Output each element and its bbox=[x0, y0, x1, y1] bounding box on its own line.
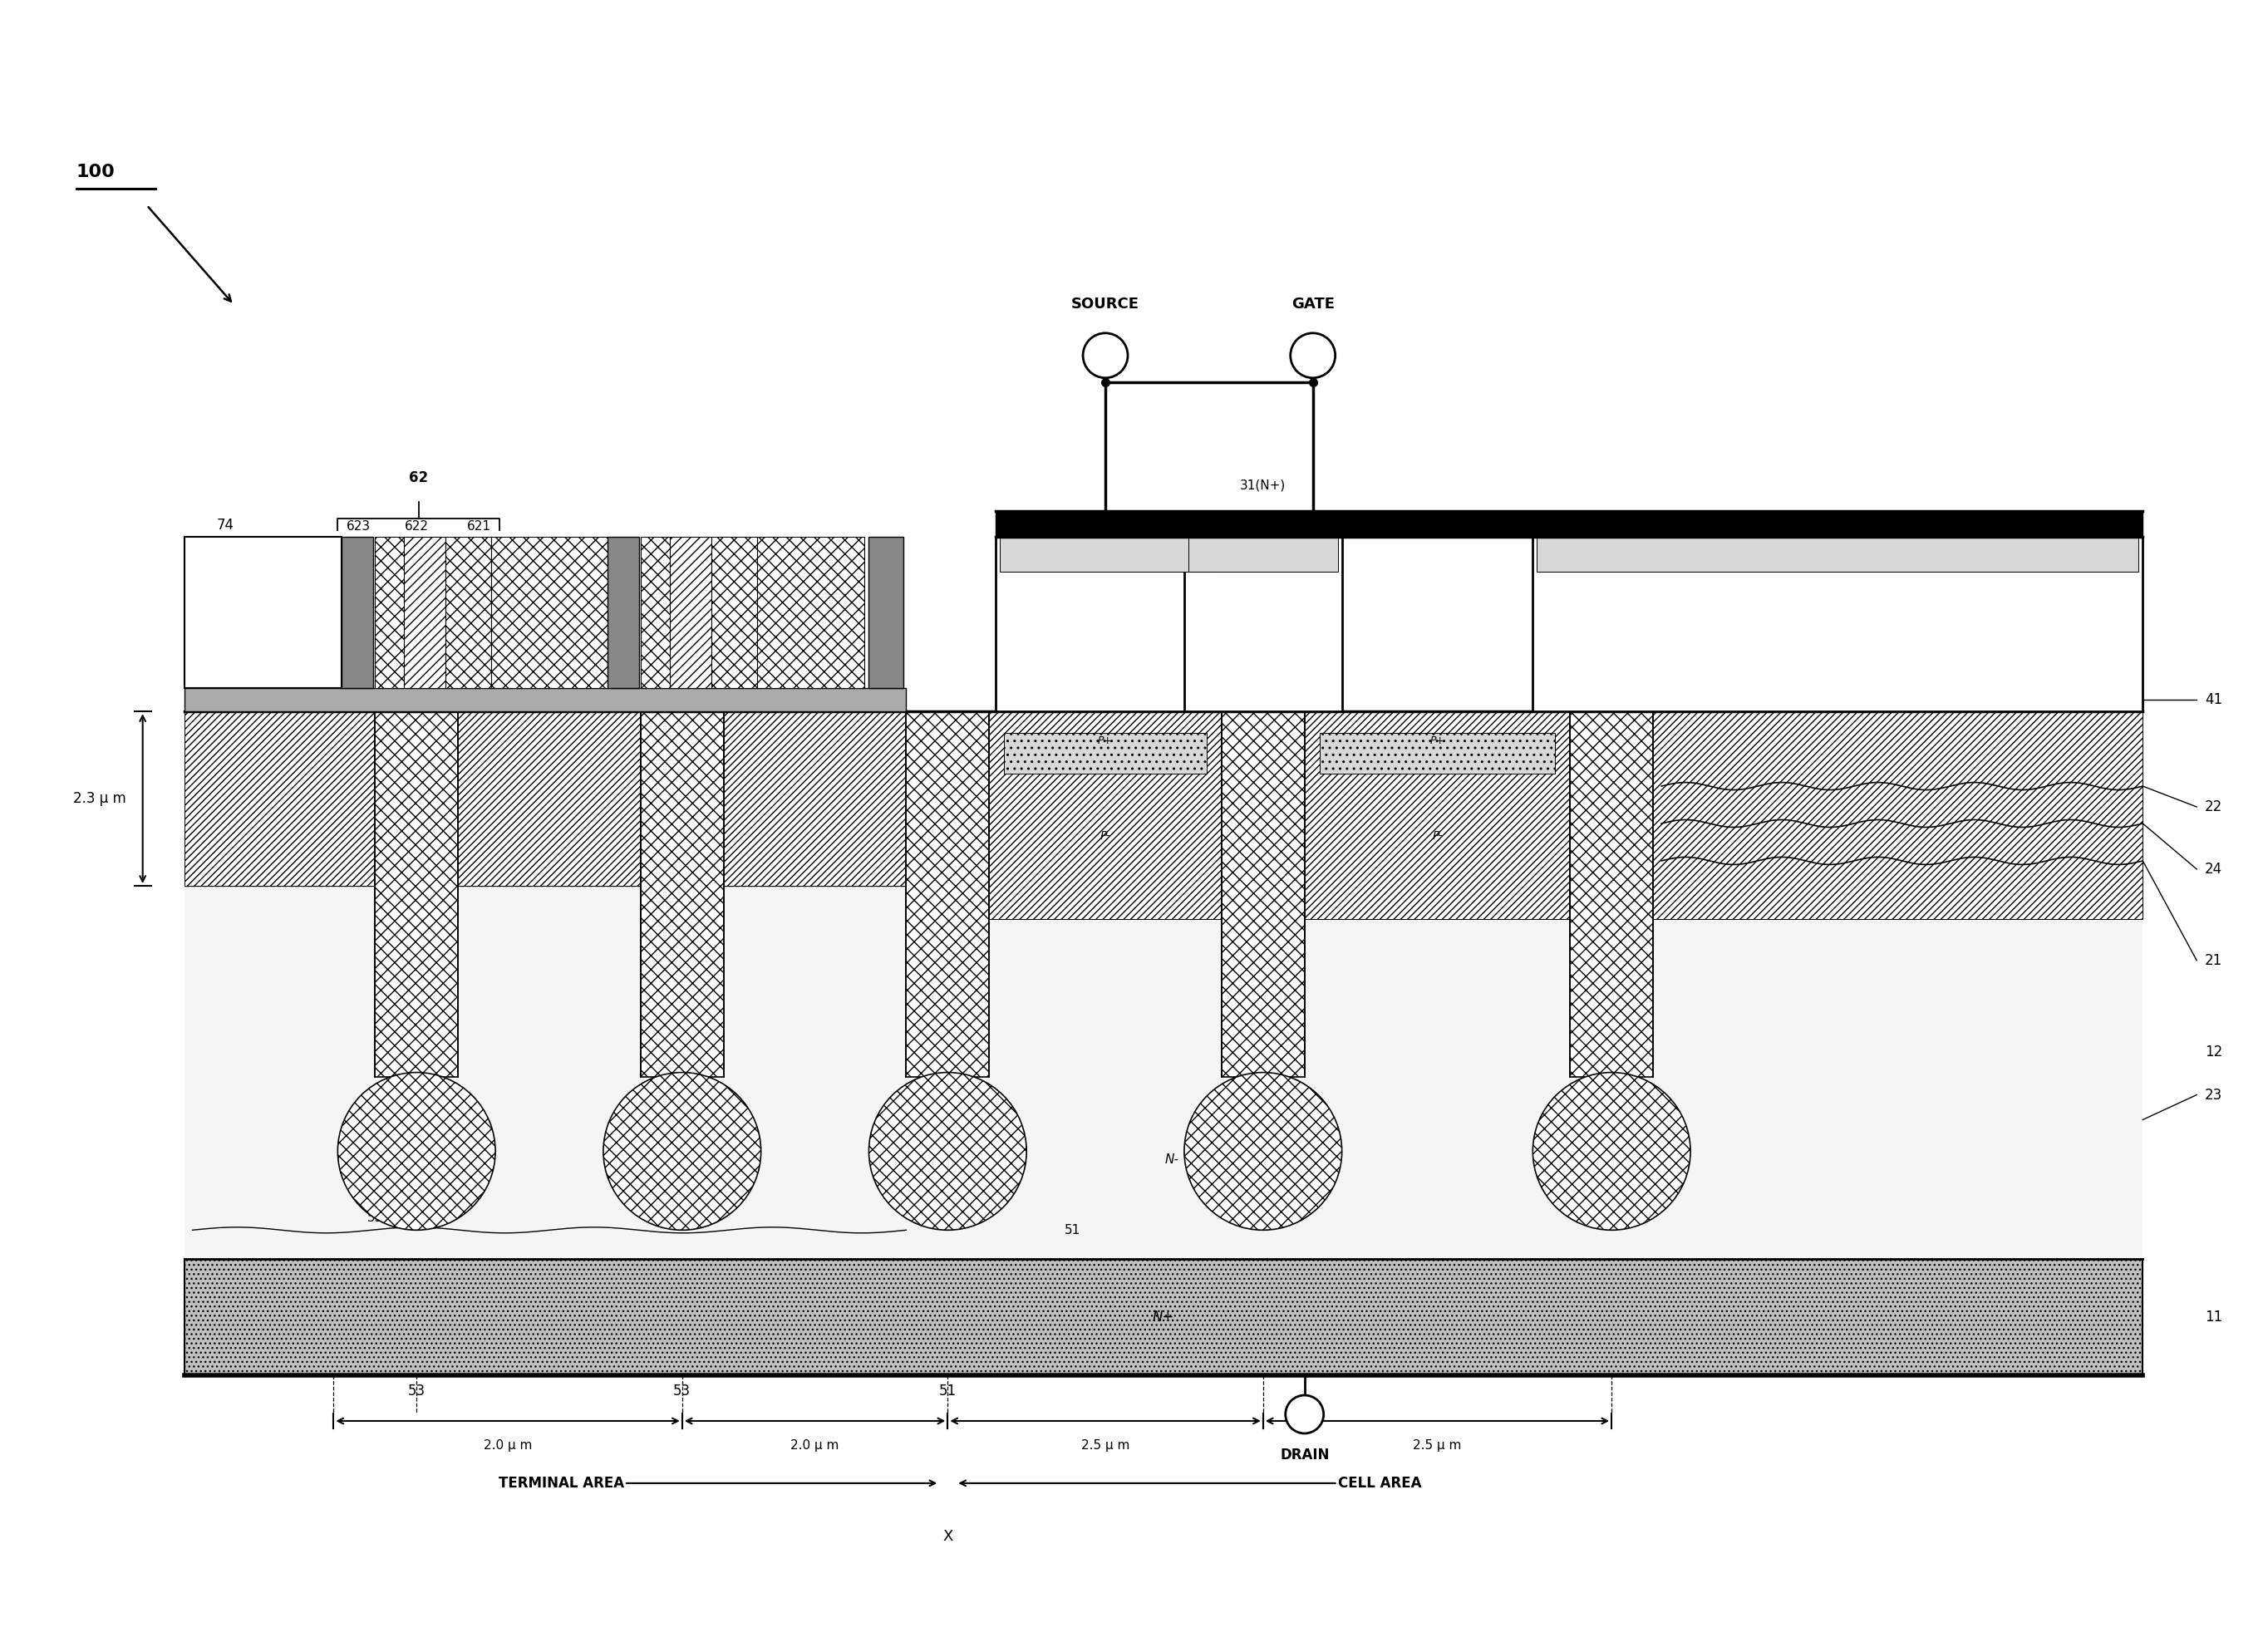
Circle shape bbox=[869, 1072, 1027, 1230]
Bar bbox=[869, 537, 903, 688]
Text: 24: 24 bbox=[2204, 862, 2223, 877]
Bar bbox=[1188, 537, 1338, 571]
Text: 31(N+): 31(N+) bbox=[1846, 517, 1892, 529]
Text: N+: N+ bbox=[1152, 1310, 1175, 1325]
Text: 53: 53 bbox=[674, 1384, 692, 1399]
Bar bbox=[1304, 711, 1569, 920]
Text: 31(N+): 31(N+) bbox=[1241, 479, 1286, 491]
Circle shape bbox=[603, 1072, 762, 1230]
Bar bbox=[1569, 711, 1653, 1077]
Text: 51: 51 bbox=[939, 1384, 957, 1399]
Text: 21: 21 bbox=[2204, 952, 2223, 967]
Bar bbox=[445, 537, 492, 688]
Text: P+: P+ bbox=[1429, 736, 1445, 745]
Text: 53: 53 bbox=[408, 1384, 426, 1399]
Bar bbox=[1222, 711, 1304, 1077]
Bar bbox=[669, 537, 712, 688]
Text: 41: 41 bbox=[2204, 693, 2223, 708]
Text: 31(N+): 31(N+) bbox=[1136, 517, 1182, 529]
Text: GATE: GATE bbox=[1290, 297, 1334, 312]
Text: 2.3 μ m: 2.3 μ m bbox=[73, 791, 127, 806]
Text: P+: P+ bbox=[1098, 736, 1114, 745]
Bar bbox=[907, 711, 989, 1077]
Text: 621: 621 bbox=[467, 521, 490, 534]
Bar bbox=[712, 537, 758, 688]
Bar bbox=[1538, 537, 2139, 571]
Bar bbox=[758, 537, 864, 688]
Bar bbox=[608, 537, 640, 688]
Circle shape bbox=[1290, 333, 1336, 378]
Circle shape bbox=[338, 1072, 494, 1230]
Text: 32: 32 bbox=[1018, 622, 1036, 635]
Text: P-: P- bbox=[1608, 1146, 1617, 1156]
Bar bbox=[184, 688, 907, 711]
Text: P-: P- bbox=[1100, 831, 1111, 842]
Text: 72: 72 bbox=[1041, 519, 1059, 534]
Text: 32: 32 bbox=[1152, 622, 1168, 635]
Bar bbox=[374, 711, 458, 1077]
Bar bbox=[492, 537, 608, 688]
Text: 22: 22 bbox=[2204, 800, 2223, 814]
Text: 62: 62 bbox=[408, 470, 429, 484]
Text: 73: 73 bbox=[848, 568, 864, 583]
Text: 31(N+): 31(N+) bbox=[1093, 517, 1139, 529]
Text: TERMINAL AREA: TERMINAL AREA bbox=[499, 1476, 624, 1491]
Bar bbox=[184, 711, 2143, 1259]
Bar bbox=[989, 711, 1222, 920]
Bar bbox=[1184, 537, 1343, 711]
Bar bbox=[996, 511, 2143, 537]
Text: 2.0 μ m: 2.0 μ m bbox=[792, 1438, 839, 1452]
Text: 2.5 μ m: 2.5 μ m bbox=[1413, 1438, 1461, 1452]
Text: 623: 623 bbox=[347, 521, 370, 534]
Text: 11: 11 bbox=[2204, 1310, 2223, 1325]
Bar bbox=[1653, 711, 2143, 920]
Text: 2.5 μ m: 2.5 μ m bbox=[1082, 1438, 1129, 1452]
Text: DRAIN: DRAIN bbox=[1279, 1448, 1329, 1463]
Bar bbox=[1320, 734, 1556, 773]
Bar bbox=[1000, 537, 1211, 571]
Text: 74: 74 bbox=[218, 519, 234, 534]
Bar bbox=[1533, 537, 2143, 711]
Circle shape bbox=[1533, 1072, 1690, 1230]
Bar bbox=[184, 537, 342, 688]
Text: X: X bbox=[943, 1529, 953, 1543]
Text: 12: 12 bbox=[2204, 1044, 2223, 1059]
Text: 51: 51 bbox=[1064, 1223, 1080, 1236]
Bar bbox=[1005, 734, 1207, 773]
Text: 73: 73 bbox=[304, 589, 322, 606]
Bar bbox=[640, 537, 669, 688]
Text: SOURCE: SOURCE bbox=[1070, 297, 1139, 312]
Circle shape bbox=[1286, 1396, 1325, 1433]
Text: 23: 23 bbox=[2204, 1087, 2223, 1102]
Text: 622: 622 bbox=[404, 521, 429, 534]
Bar bbox=[996, 537, 1216, 711]
Circle shape bbox=[1082, 333, 1127, 378]
Text: 100: 100 bbox=[77, 164, 116, 181]
Bar bbox=[374, 537, 404, 688]
Bar bbox=[342, 537, 374, 688]
Text: P-: P- bbox=[1259, 1146, 1268, 1156]
Circle shape bbox=[1184, 1072, 1343, 1230]
Bar bbox=[404, 537, 445, 688]
Bar bbox=[640, 711, 723, 1077]
Text: 2.0 μ m: 2.0 μ m bbox=[483, 1438, 533, 1452]
Text: CELL AREA: CELL AREA bbox=[1338, 1476, 1422, 1491]
Text: P-: P- bbox=[1431, 831, 1442, 842]
Bar bbox=[184, 1259, 2143, 1376]
Text: N-: N- bbox=[1166, 1153, 1179, 1166]
Bar bbox=[184, 711, 907, 885]
Text: 53: 53 bbox=[367, 1212, 383, 1223]
